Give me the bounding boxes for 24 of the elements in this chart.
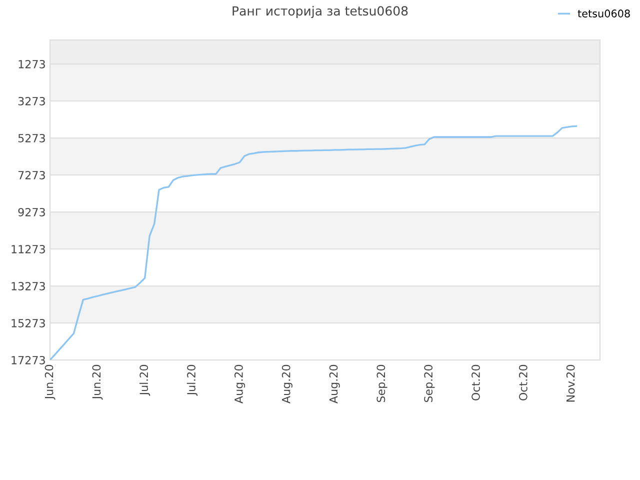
- x-tick-label: Aug.20: [329, 364, 340, 404]
- x-tick-label: Nov.20: [566, 364, 575, 402]
- x-tick-label: Oct.20: [472, 364, 480, 400]
- x-tick-label: Jul.20: [139, 364, 150, 396]
- y-tick-label: 11273: [12, 244, 45, 254]
- x-tick-label: Sep.20: [376, 364, 388, 402]
- y-tick-label: 3273: [18, 96, 45, 106]
- x-tick-label: Jun.20: [92, 364, 103, 400]
- y-tick-label: 5273: [18, 134, 45, 142]
- y-tick-label: 13273: [12, 282, 45, 290]
- x-tick-label: Sep.20: [424, 364, 435, 402]
- y-tick-label: 1273: [18, 60, 45, 68]
- y-tick-label: 9273: [18, 208, 45, 216]
- x-tick-label: Aug.20: [282, 364, 292, 404]
- y-tick-label: 17273: [12, 356, 45, 364]
- x-tick-label: Aug.20: [234, 364, 246, 404]
- y-tick-label: 7273: [18, 170, 45, 180]
- y-tick-label: 15273: [12, 318, 45, 328]
- chart-title: Ранг историја за tetsu0608: [232, 6, 408, 18]
- x-tick-label: Oct.20: [518, 364, 528, 400]
- x-tick-label: Jun.20: [44, 364, 56, 400]
- line-series: [50, 125, 578, 360]
- legend-label: tetsu0608: [578, 10, 630, 18]
- x-tick-label: Jul.20: [186, 364, 198, 396]
